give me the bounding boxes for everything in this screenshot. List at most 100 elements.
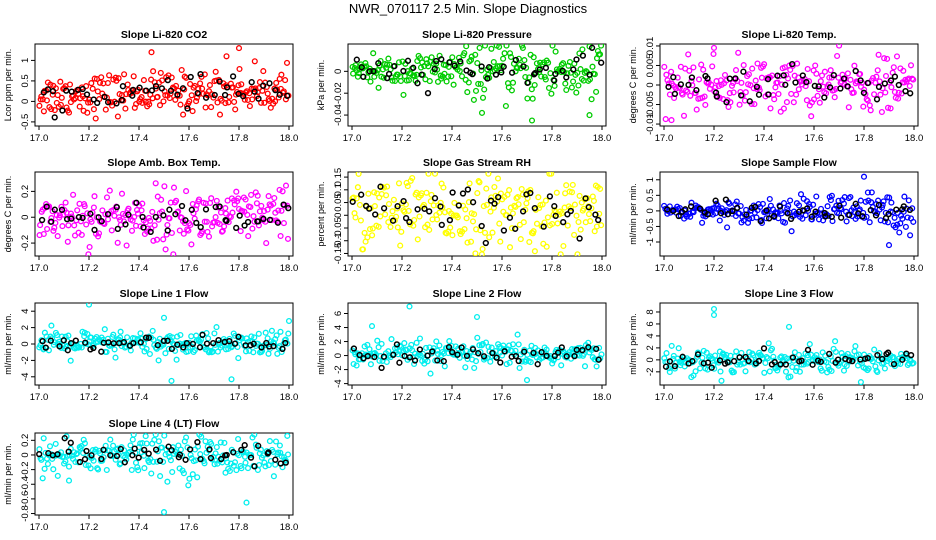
data-point (527, 186, 534, 193)
chart-title: Slope Line 1 Flow (120, 288, 210, 300)
data-point (827, 67, 834, 74)
data-point (765, 340, 772, 347)
data-point (191, 82, 198, 89)
reference-point (40, 89, 47, 96)
reference-point (377, 183, 384, 190)
data-point (878, 108, 885, 116)
x-tick-label: 17.4 (130, 392, 149, 403)
reference-point (56, 343, 63, 350)
data-point (152, 180, 159, 187)
reference-point (478, 63, 485, 70)
reference-point (776, 203, 784, 210)
data-point (467, 56, 475, 64)
x-tick-label: 17.2 (80, 522, 99, 533)
data-point (501, 50, 508, 57)
y-axis-label: ml/min per min. (3, 313, 13, 375)
data-point (547, 70, 554, 77)
data-point (186, 98, 193, 105)
data-point (742, 368, 749, 375)
reference-point (704, 359, 712, 366)
data-point (497, 238, 504, 245)
data-point (763, 215, 770, 222)
data-point (88, 218, 95, 225)
reference-point (410, 64, 417, 71)
data-point (242, 348, 250, 355)
data-point (454, 214, 461, 221)
data-point (676, 84, 683, 92)
data-point (506, 244, 514, 251)
data-point (395, 180, 403, 187)
data-point (844, 70, 851, 77)
data-point (753, 214, 760, 221)
x-tick-label: 17.0 (655, 263, 674, 274)
data-point (426, 78, 433, 85)
data-point (228, 344, 235, 351)
data-point (802, 212, 809, 219)
data-point (907, 232, 914, 239)
data-point (774, 367, 781, 374)
reference-point (145, 334, 153, 341)
reference-point (469, 199, 477, 206)
x-tick-label: 17.8 (230, 392, 249, 403)
y-tick-label: -0.02 (333, 82, 344, 104)
reference-point (746, 98, 753, 105)
data-point (154, 93, 161, 100)
data-point (462, 76, 469, 83)
reference-point (567, 207, 574, 215)
data-point (436, 209, 443, 216)
reference-point (688, 74, 696, 81)
reference-point (491, 200, 498, 207)
reference-point (445, 343, 453, 351)
reference-point (704, 75, 711, 82)
reference-point (524, 79, 531, 86)
reference-point (449, 348, 456, 356)
data-point (81, 203, 88, 210)
data-point (816, 99, 823, 106)
data-point (895, 89, 902, 96)
data-point (82, 461, 89, 469)
data-point (815, 86, 822, 93)
data-point (173, 356, 180, 363)
reference-point (39, 337, 46, 345)
data-point (46, 203, 53, 210)
data-point (804, 65, 811, 73)
reference-point (588, 44, 596, 51)
data-point (282, 182, 290, 189)
reference-point (457, 58, 464, 65)
reference-point (662, 363, 670, 370)
data-point (735, 49, 742, 56)
data-point (277, 449, 284, 456)
data-point (581, 363, 589, 370)
data-point (568, 84, 575, 91)
reference-point (771, 359, 778, 366)
data-point (428, 54, 435, 61)
data-point (810, 201, 817, 208)
reference-point (141, 446, 148, 454)
data-point (199, 85, 206, 92)
reference-point (864, 79, 871, 87)
data-point (92, 446, 99, 453)
data-point (797, 191, 805, 198)
data-point (95, 230, 103, 237)
data-point (763, 353, 770, 361)
data-point (471, 364, 478, 372)
reference-point (808, 213, 815, 220)
data-point (383, 192, 390, 199)
data-point (189, 108, 196, 115)
reference-point (682, 206, 689, 213)
data-point (441, 363, 448, 370)
x-tick-label: 17.6 (493, 133, 512, 144)
data-point (284, 451, 292, 458)
data-point (874, 368, 881, 376)
reference-point (821, 94, 828, 101)
y-tick-label: 0.005 (645, 54, 656, 78)
reference-point (748, 204, 755, 211)
data-point (117, 328, 124, 335)
chart-title: Slope Li-820 Pressure (422, 29, 532, 41)
data-point (489, 229, 496, 236)
reference-point (370, 68, 377, 75)
data-point (150, 68, 157, 75)
data-point (738, 79, 745, 86)
reference-point (233, 224, 240, 232)
data-point (668, 342, 675, 349)
